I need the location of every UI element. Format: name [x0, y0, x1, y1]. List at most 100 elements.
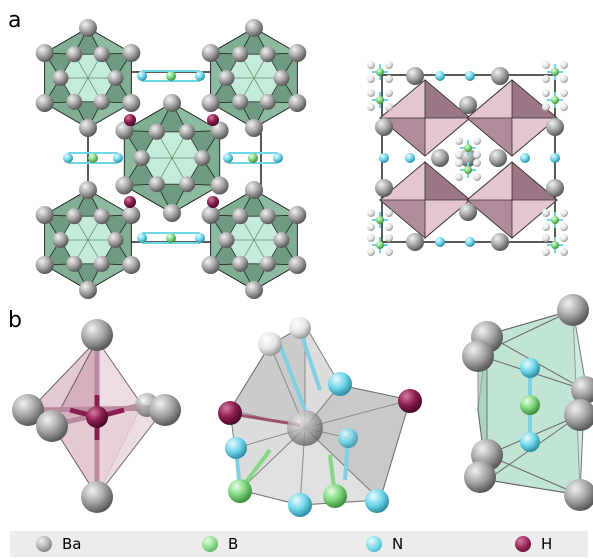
ba-atom [179, 123, 196, 140]
legend-label-ba: Ba [62, 535, 82, 553]
ba-atom [218, 70, 235, 86]
n-atom [328, 372, 352, 396]
ba-atom [459, 149, 477, 167]
h-atom-white [542, 75, 550, 83]
h-atom-white [473, 173, 481, 181]
ba-atom [288, 94, 307, 112]
n-legend-icon [366, 536, 382, 552]
n-atom [338, 428, 358, 448]
bn-bridge [137, 232, 205, 244]
legend-label-h: H [541, 535, 553, 553]
h-atom-white [542, 248, 550, 256]
bh-group [542, 89, 568, 111]
h-atom-white [385, 103, 393, 111]
ba-atom [163, 94, 181, 112]
ba-atom [273, 232, 290, 248]
h-atom-center [86, 406, 108, 428]
bn-bridges [63, 70, 283, 244]
ba-atom [149, 394, 181, 426]
n-atom [379, 153, 389, 163]
bn-bridge [137, 70, 205, 82]
icosahedron [115, 94, 229, 222]
ba-atom [406, 233, 424, 251]
h-atom-white [473, 159, 481, 167]
ba-atom [564, 479, 593, 511]
h-atom [124, 114, 136, 126]
h-atom-white [560, 248, 568, 256]
ba-atom [52, 232, 69, 248]
h-atom-white [560, 223, 568, 231]
ba-atom [201, 94, 220, 112]
ba-atom [122, 256, 141, 274]
h-atom-white [473, 137, 481, 145]
ba-atom [406, 67, 424, 85]
ba-atom [93, 46, 110, 63]
b-atom [248, 153, 258, 163]
ba-atom [115, 176, 134, 195]
ba-atom [148, 123, 165, 140]
n-atom [195, 71, 205, 81]
legend-item-b: B [202, 534, 238, 554]
h-atom-white [542, 209, 550, 217]
b-legend-icon [202, 536, 218, 552]
ba-atom [459, 203, 477, 221]
bh-group [367, 209, 393, 231]
n-atom [520, 358, 540, 378]
panel-b-prism [462, 294, 593, 511]
b-atom [551, 241, 559, 249]
ba-atom [79, 19, 97, 37]
n-atom [465, 71, 475, 81]
ba-atom [12, 394, 44, 426]
h-atom-white [455, 159, 463, 167]
h-atom [207, 196, 219, 208]
h-atom [398, 389, 422, 413]
b-atom [376, 216, 384, 224]
ba-atom [245, 119, 263, 137]
ba-atom [35, 94, 54, 112]
ba-atom [93, 255, 110, 272]
ba-atom [489, 149, 507, 167]
ba-atom [122, 94, 141, 112]
panel-b-cage [218, 317, 422, 517]
ba-atom [245, 19, 263, 37]
ba-atom [259, 208, 276, 225]
pink-polyhedra-group [367, 61, 568, 256]
h-atom [124, 196, 136, 208]
ba-atom [431, 149, 449, 167]
pink-polyhedron [378, 161, 472, 239]
ba-atom [66, 255, 83, 272]
legend-item-h: H [515, 534, 552, 554]
ba-atom [201, 44, 220, 62]
h-atom-white [385, 223, 393, 231]
ba-atom [564, 399, 593, 431]
ba-atom [546, 179, 564, 197]
ba-atom [107, 232, 124, 248]
ba-atom [210, 176, 229, 195]
legend-item-n: N [366, 534, 403, 554]
h-atom-white [560, 234, 568, 242]
ba-atom [245, 181, 263, 199]
b-atom [551, 216, 559, 224]
ba-legend-icon [36, 536, 52, 552]
h-atom-white [560, 75, 568, 83]
h-atom-white [455, 151, 463, 159]
b-atom [376, 68, 384, 76]
h-atom-white [367, 209, 375, 217]
h-atom-white [289, 317, 311, 339]
ba-atom [232, 255, 249, 272]
h-atom-white [367, 103, 375, 111]
n-atom [273, 153, 283, 163]
ba-atom [259, 46, 276, 63]
h-atom-white [367, 248, 375, 256]
bn-bridge [223, 152, 283, 164]
h-atom-white [385, 234, 393, 242]
ba-atom [464, 461, 496, 493]
h-atom-white [560, 61, 568, 69]
ba-atom [79, 281, 97, 299]
h-atom-white [367, 75, 375, 83]
icosahedron [35, 181, 141, 299]
icosahedron [35, 19, 141, 137]
ba-atom [232, 93, 249, 110]
ba-atom [52, 70, 69, 86]
